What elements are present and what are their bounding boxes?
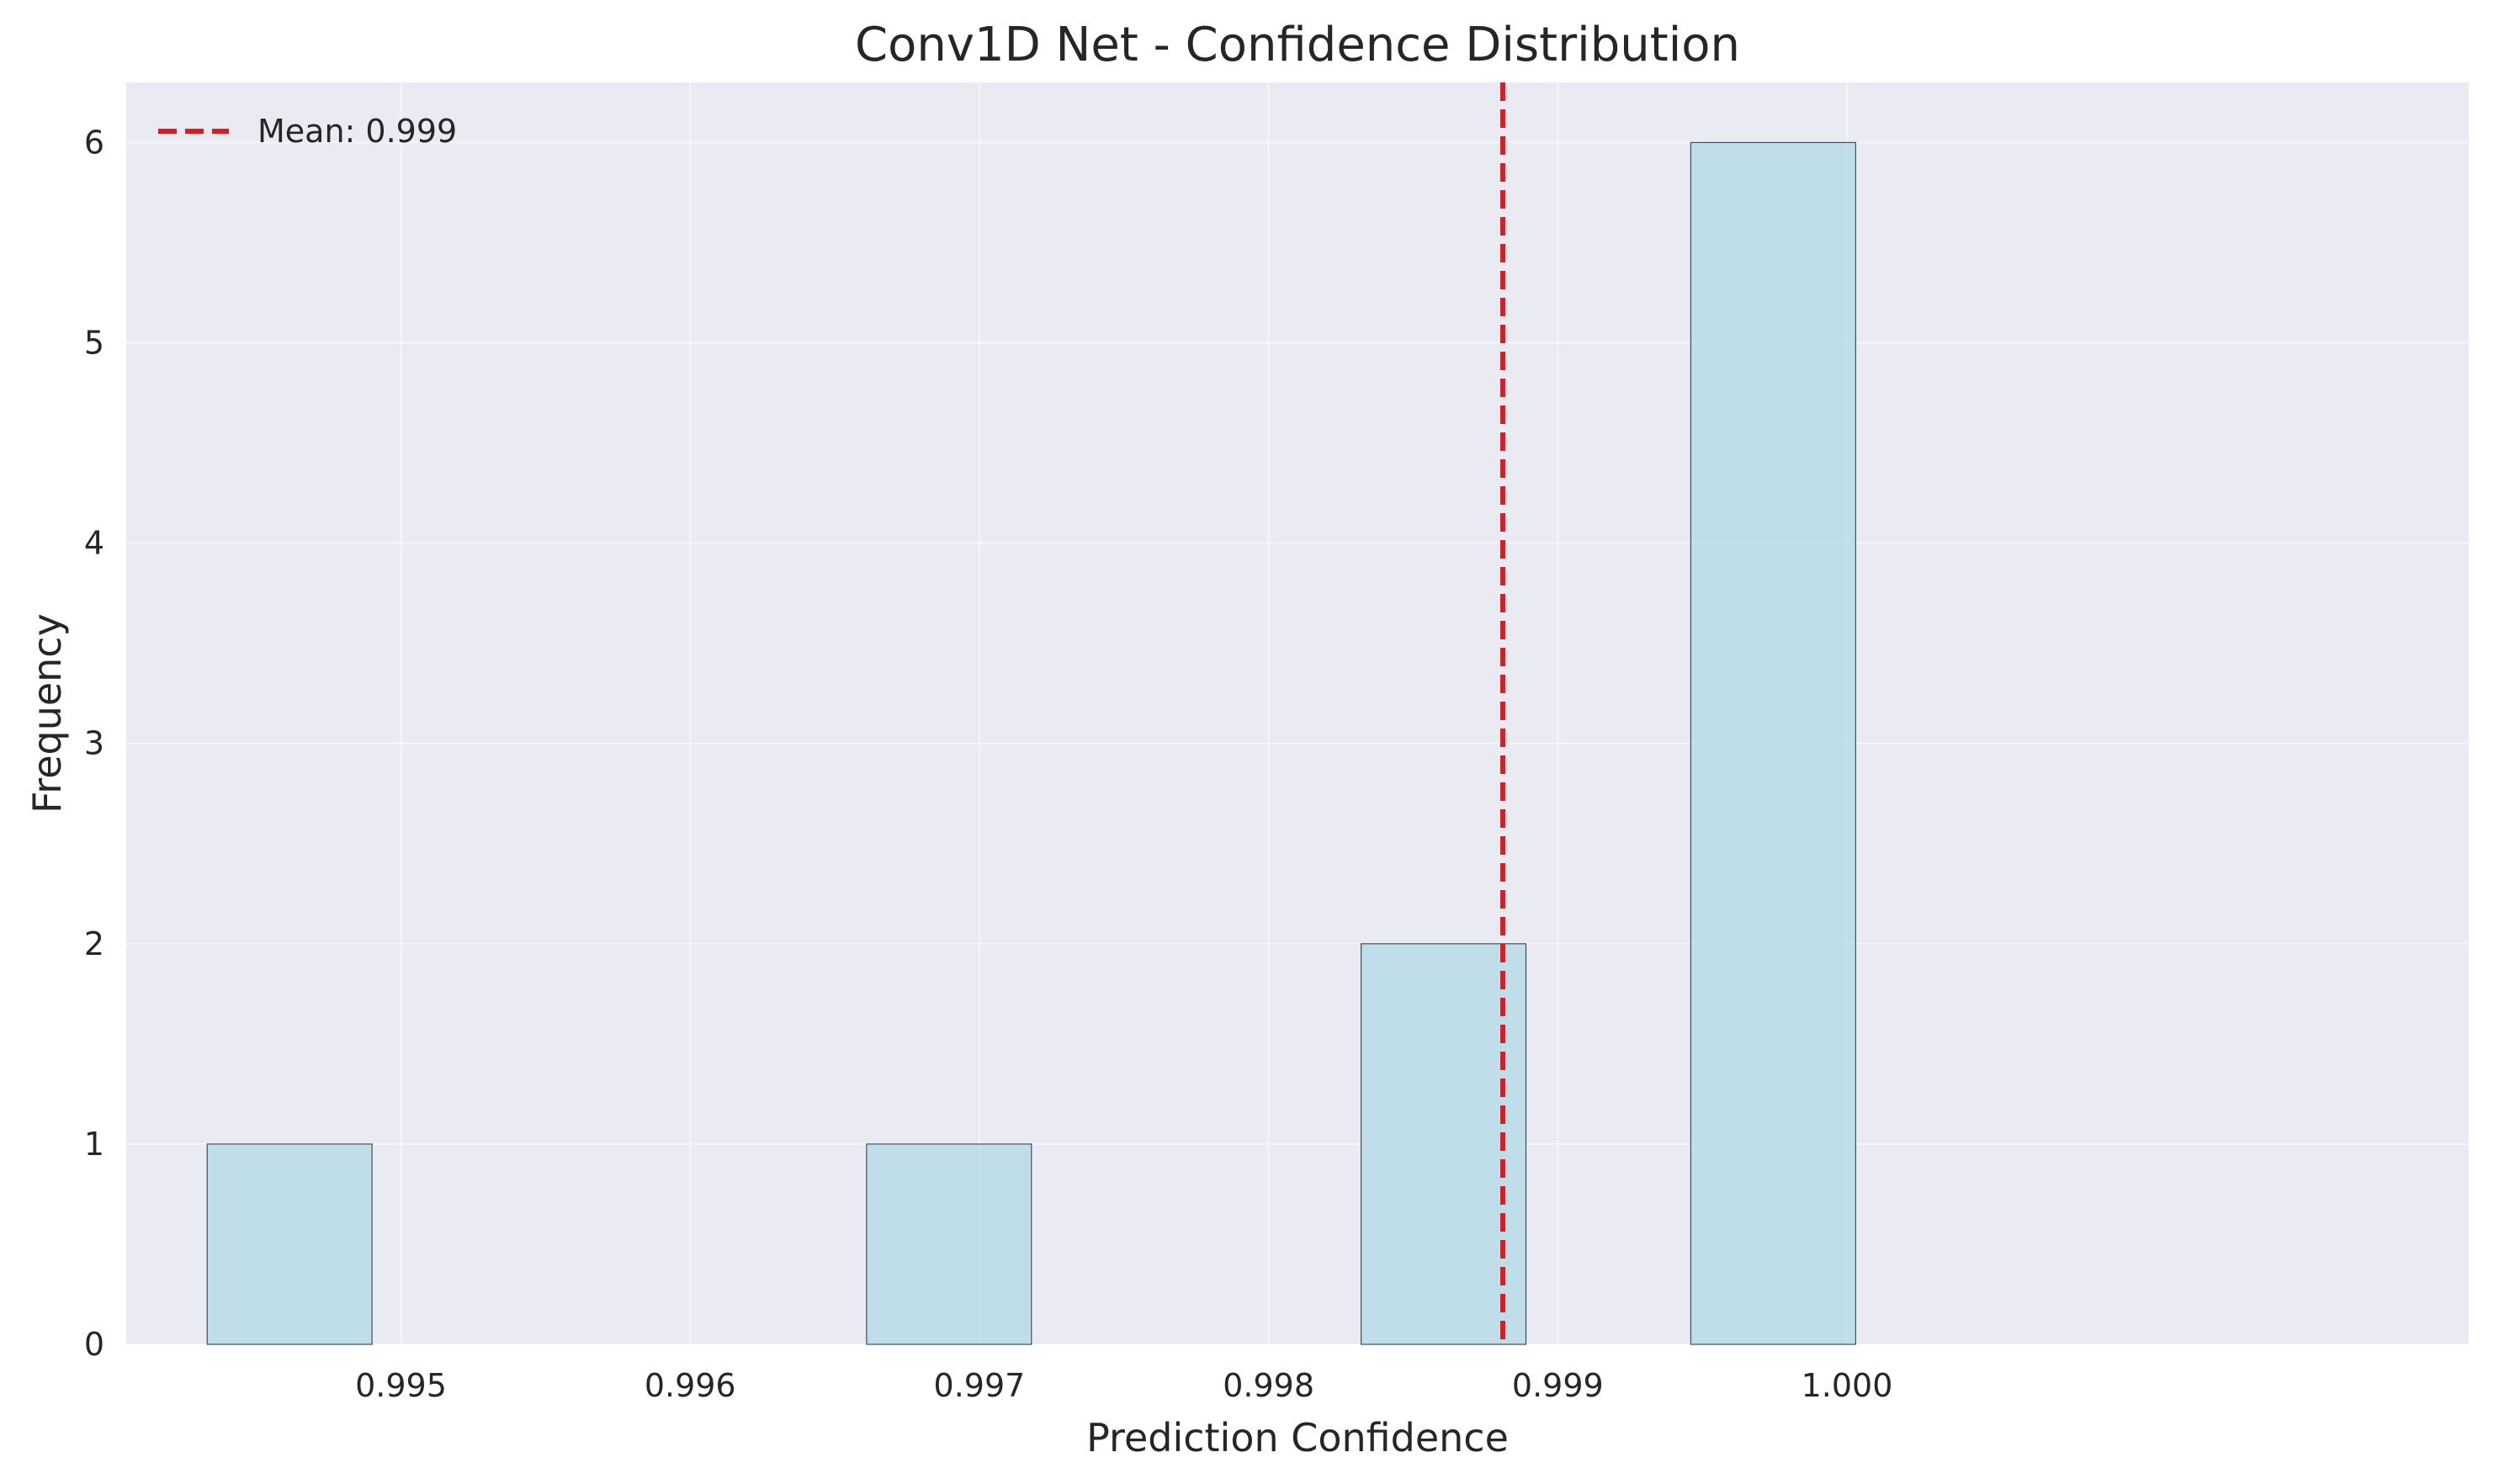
y-tick-label: 2 xyxy=(84,925,104,962)
x-tick-label: 0.998 xyxy=(1223,1367,1314,1404)
histogram-bar xyxy=(866,1143,1032,1345)
plot-area xyxy=(126,82,2469,1344)
y-tick-label: 4 xyxy=(84,525,104,562)
x-tick-label: 1.000 xyxy=(1802,1367,1893,1404)
x-axis-label: Prediction Confidence xyxy=(1086,1415,1509,1460)
y-tick-label: 3 xyxy=(84,725,104,762)
legend-mean-label: Mean: 0.999 xyxy=(257,113,457,150)
y-tick-label: 6 xyxy=(84,124,104,161)
y-tick-label: 5 xyxy=(84,325,104,362)
x-tick-label: 0.997 xyxy=(934,1367,1026,1404)
x-tick-label: 0.996 xyxy=(645,1367,736,1404)
histogram-bar xyxy=(1361,943,1527,1345)
y-tick-label: 0 xyxy=(84,1326,104,1363)
y-axis-label: Frequency xyxy=(24,613,70,814)
bars xyxy=(206,141,1856,1345)
tick-labels: 0.995 0.996 0.997 0.998 0.999 1.000 0 1 2 3 4 5 6 xyxy=(84,124,1893,1404)
x-tick-label: 0.999 xyxy=(1512,1367,1604,1404)
legend: Mean: 0.999 xyxy=(158,113,457,150)
histogram-bar xyxy=(1690,141,1856,1345)
y-tick-label: 1 xyxy=(84,1126,104,1163)
histogram-bar xyxy=(206,1143,373,1345)
chart-title: Conv1D Net - Confidence Distribution xyxy=(855,18,1740,72)
x-tick-label: 0.995 xyxy=(355,1367,447,1404)
